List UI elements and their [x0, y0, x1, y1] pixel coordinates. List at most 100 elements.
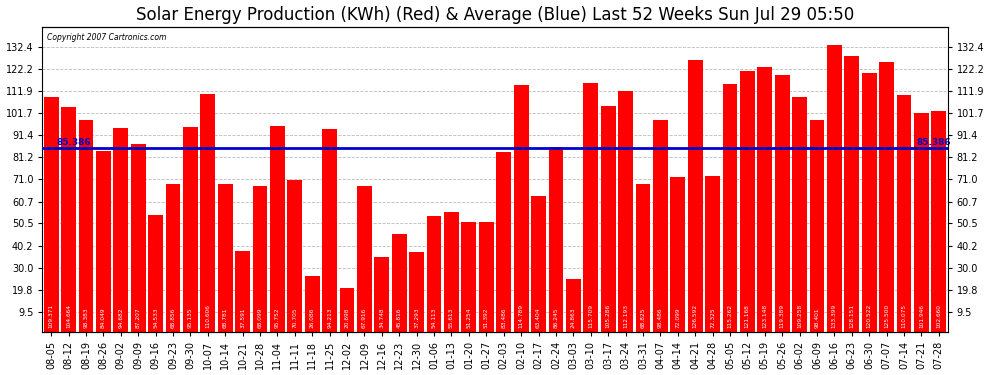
Bar	[879, 62, 894, 332]
Text: 63.404: 63.404	[536, 308, 541, 328]
Text: 120.522: 120.522	[866, 304, 872, 328]
Bar	[165, 184, 180, 332]
Text: 72.099: 72.099	[675, 307, 680, 328]
Bar	[670, 177, 685, 332]
Bar	[775, 75, 790, 332]
Bar	[148, 215, 163, 332]
Text: 114.789: 114.789	[519, 304, 524, 328]
Text: 95.135: 95.135	[188, 308, 193, 328]
Bar	[305, 276, 320, 332]
Text: 67.916: 67.916	[362, 308, 367, 328]
Text: 85.386: 85.386	[56, 138, 91, 147]
Bar	[409, 252, 424, 332]
Text: 45.816: 45.816	[397, 308, 402, 328]
Text: 98.486: 98.486	[657, 308, 663, 328]
Bar	[601, 105, 616, 332]
Bar	[810, 120, 825, 332]
Bar	[740, 71, 754, 332]
Bar	[583, 83, 598, 332]
Text: 68.099: 68.099	[257, 308, 262, 328]
Bar	[479, 222, 494, 332]
Text: 37.293: 37.293	[414, 307, 419, 328]
Text: 123.148: 123.148	[762, 304, 767, 328]
Text: 54.113: 54.113	[432, 308, 437, 328]
Bar	[252, 186, 267, 332]
Text: 101.946: 101.946	[919, 304, 924, 328]
Text: 37.591: 37.591	[241, 308, 246, 328]
Text: 26.086: 26.086	[310, 308, 315, 328]
Bar	[844, 56, 859, 332]
Bar	[723, 84, 738, 332]
Bar	[461, 222, 476, 332]
Text: 85.386: 85.386	[917, 138, 951, 147]
Bar	[392, 234, 407, 332]
Bar	[445, 213, 459, 332]
Text: 125.500: 125.500	[884, 304, 889, 328]
Bar	[932, 111, 946, 332]
Bar	[96, 151, 111, 332]
Text: 84.049: 84.049	[101, 307, 106, 328]
Bar	[688, 60, 703, 332]
Text: 86.245: 86.245	[553, 308, 558, 328]
Bar	[705, 177, 720, 332]
Text: Copyright 2007 Cartronics.com: Copyright 2007 Cartronics.com	[47, 33, 166, 42]
Text: 70.705: 70.705	[292, 307, 297, 328]
Text: 98.401: 98.401	[815, 308, 820, 328]
Bar	[636, 184, 650, 332]
Text: 115.709: 115.709	[588, 304, 593, 328]
Text: 126.592: 126.592	[693, 304, 698, 328]
Bar	[183, 128, 198, 332]
Bar	[61, 107, 76, 332]
Text: 34.748: 34.748	[379, 307, 384, 328]
Bar	[323, 129, 337, 332]
Text: 109.371: 109.371	[49, 304, 53, 328]
Text: 83.486: 83.486	[501, 308, 506, 328]
Bar	[340, 288, 354, 332]
Text: 87.207: 87.207	[136, 307, 141, 328]
Bar	[357, 186, 372, 332]
Bar	[531, 196, 545, 332]
Text: 24.863: 24.863	[571, 308, 576, 328]
Text: 72.325: 72.325	[710, 307, 715, 328]
Bar	[270, 126, 285, 332]
Text: 94.213: 94.213	[327, 308, 333, 328]
Text: 105.286: 105.286	[606, 304, 611, 328]
Bar	[236, 251, 250, 332]
Text: 95.752: 95.752	[275, 307, 280, 328]
Bar	[548, 147, 563, 332]
Text: 68.825: 68.825	[641, 308, 645, 328]
Bar	[827, 45, 842, 332]
Text: 98.383: 98.383	[83, 307, 88, 328]
Text: 68.781: 68.781	[223, 308, 228, 328]
Text: 94.682: 94.682	[118, 308, 124, 328]
Text: 110.606: 110.606	[205, 304, 210, 328]
Bar	[218, 184, 233, 332]
Text: 109.258: 109.258	[797, 304, 802, 328]
Text: 133.399: 133.399	[832, 304, 837, 328]
Bar	[374, 257, 389, 332]
Text: 112.193: 112.193	[623, 304, 628, 328]
Text: 54.533: 54.533	[153, 307, 158, 328]
Text: 51.254: 51.254	[466, 308, 471, 328]
Bar	[792, 97, 807, 332]
Bar	[514, 85, 529, 332]
Text: 121.168: 121.168	[744, 304, 749, 328]
Bar	[862, 73, 876, 332]
Text: 102.660: 102.660	[937, 304, 941, 328]
Bar	[78, 120, 93, 332]
Text: 20.698: 20.698	[345, 308, 349, 328]
Text: 104.664: 104.664	[66, 304, 71, 328]
Bar	[914, 113, 929, 332]
Text: 115.262: 115.262	[728, 304, 733, 328]
Bar	[427, 216, 442, 332]
Text: 51.392: 51.392	[484, 308, 489, 328]
Title: Solar Energy Production (KWh) (Red) & Average (Blue) Last 52 Weeks Sun Jul 29 05: Solar Energy Production (KWh) (Red) & Av…	[136, 6, 854, 24]
Bar	[114, 128, 128, 332]
Text: 68.856: 68.856	[170, 308, 175, 328]
Bar	[897, 95, 912, 332]
Bar	[653, 120, 667, 332]
Bar	[566, 279, 581, 332]
Bar	[131, 144, 146, 332]
Bar	[496, 153, 511, 332]
Text: 55.613: 55.613	[449, 308, 454, 328]
